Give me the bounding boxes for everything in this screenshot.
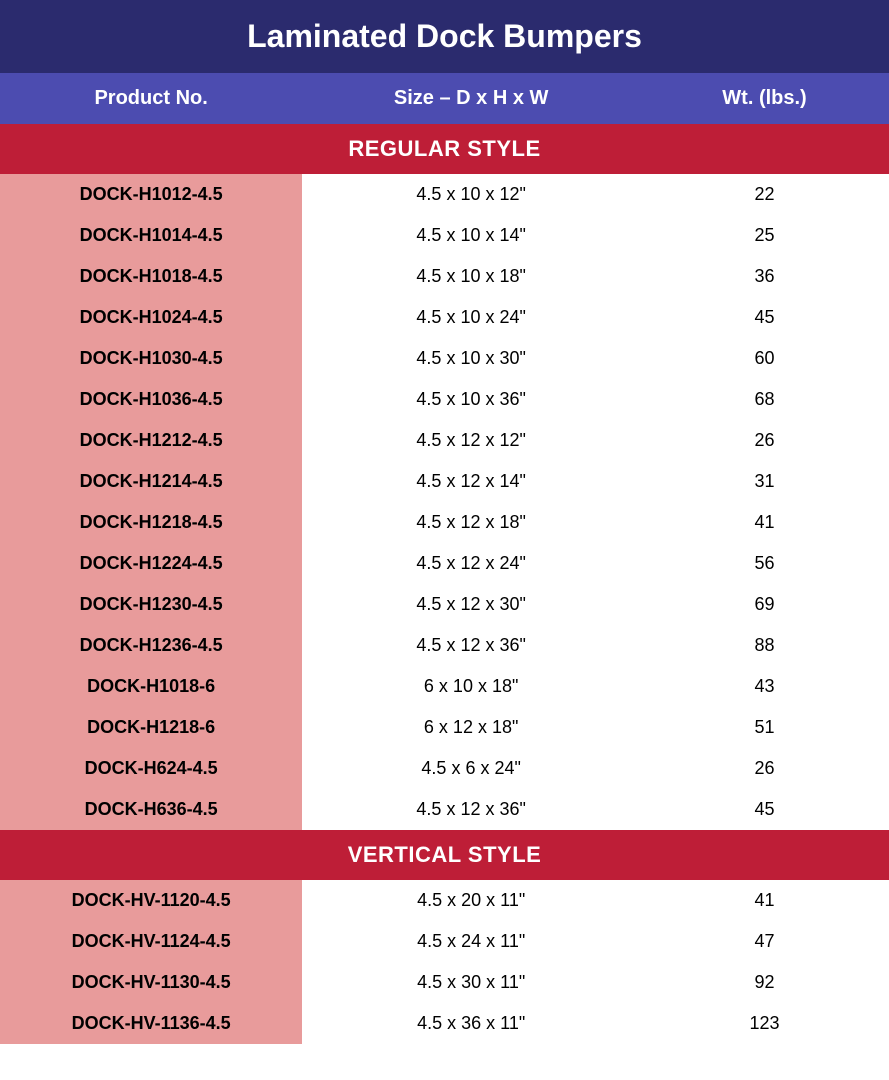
cell-wt: 45: [640, 789, 889, 830]
table-body: REGULAR STYLEDOCK-H1012-4.54.5 x 10 x 12…: [0, 124, 889, 1044]
cell-wt: 25: [640, 215, 889, 256]
cell-size: 4.5 x 24 x 11": [302, 921, 640, 962]
table-row: DOCK-H1018-66 x 10 x 18"43: [0, 666, 889, 707]
cell-size: 4.5 x 30 x 11": [302, 962, 640, 1003]
cell-wt: 123: [640, 1003, 889, 1044]
cell-product: DOCK-H1036-4.5: [0, 379, 302, 420]
table-row: DOCK-H1224-4.54.5 x 12 x 24"56: [0, 543, 889, 584]
cell-size: 4.5 x 12 x 30": [302, 584, 640, 625]
cell-product: DOCK-H1236-4.5: [0, 625, 302, 666]
table-row: DOCK-H1212-4.54.5 x 12 x 12"26: [0, 420, 889, 461]
table-row: DOCK-H1036-4.54.5 x 10 x 36"68: [0, 379, 889, 420]
cell-wt: 36: [640, 256, 889, 297]
cell-wt: 41: [640, 502, 889, 543]
cell-product: DOCK-H1212-4.5: [0, 420, 302, 461]
table-row: DOCK-H1236-4.54.5 x 12 x 36"88: [0, 625, 889, 666]
table-row: DOCK-H1230-4.54.5 x 12 x 30"69: [0, 584, 889, 625]
cell-product: DOCK-H1218-4.5: [0, 502, 302, 543]
table-row: DOCK-H1014-4.54.5 x 10 x 14"25: [0, 215, 889, 256]
cell-size: 4.5 x 20 x 11": [302, 880, 640, 921]
table-header: Product No. Size – D x H x W Wt. (lbs.): [0, 73, 889, 124]
cell-wt: 56: [640, 543, 889, 584]
cell-wt: 51: [640, 707, 889, 748]
table-row: DOCK-H1214-4.54.5 x 12 x 14"31: [0, 461, 889, 502]
cell-size: 4.5 x 12 x 36": [302, 789, 640, 830]
table-row: DOCK-HV-1124-4.54.5 x 24 x 11"47: [0, 921, 889, 962]
table-row: DOCK-H1012-4.54.5 x 10 x 12"22: [0, 174, 889, 215]
cell-product: DOCK-HV-1136-4.5: [0, 1003, 302, 1044]
cell-product: DOCK-H1224-4.5: [0, 543, 302, 584]
cell-wt: 41: [640, 880, 889, 921]
cell-product: DOCK-H1218-6: [0, 707, 302, 748]
table-row: DOCK-HV-1120-4.54.5 x 20 x 11"41: [0, 880, 889, 921]
cell-product: DOCK-H624-4.5: [0, 748, 302, 789]
cell-product: DOCK-H1230-4.5: [0, 584, 302, 625]
cell-size: 4.5 x 10 x 12": [302, 174, 640, 215]
table-row: DOCK-H1018-4.54.5 x 10 x 18"36: [0, 256, 889, 297]
cell-wt: 22: [640, 174, 889, 215]
cell-size: 4.5 x 10 x 30": [302, 338, 640, 379]
cell-size: 4.5 x 10 x 24": [302, 297, 640, 338]
cell-size: 6 x 12 x 18": [302, 707, 640, 748]
table-row: DOCK-H624-4.54.5 x 6 x 24"26: [0, 748, 889, 789]
section-rows: DOCK-HV-1120-4.54.5 x 20 x 11"41DOCK-HV-…: [0, 880, 889, 1044]
cell-product: DOCK-H1018-4.5: [0, 256, 302, 297]
cell-size: 4.5 x 10 x 14": [302, 215, 640, 256]
cell-wt: 88: [640, 625, 889, 666]
cell-product: DOCK-H1030-4.5: [0, 338, 302, 379]
cell-size: 4.5 x 6 x 24": [302, 748, 640, 789]
table-row: DOCK-H1030-4.54.5 x 10 x 30"60: [0, 338, 889, 379]
cell-product: DOCK-H1014-4.5: [0, 215, 302, 256]
cell-wt: 26: [640, 420, 889, 461]
cell-wt: 31: [640, 461, 889, 502]
cell-wt: 47: [640, 921, 889, 962]
cell-size: 4.5 x 12 x 12": [302, 420, 640, 461]
table-row: DOCK-HV-1136-4.54.5 x 36 x 11"123: [0, 1003, 889, 1044]
cell-wt: 68: [640, 379, 889, 420]
cell-wt: 92: [640, 962, 889, 1003]
cell-wt: 26: [640, 748, 889, 789]
cell-wt: 60: [640, 338, 889, 379]
cell-product: DOCK-H1214-4.5: [0, 461, 302, 502]
cell-product: DOCK-HV-1120-4.5: [0, 880, 302, 921]
cell-size: 4.5 x 12 x 18": [302, 502, 640, 543]
page-title: Laminated Dock Bumpers: [0, 0, 889, 73]
section-rows: DOCK-H1012-4.54.5 x 10 x 12"22DOCK-H1014…: [0, 174, 889, 830]
section-header: VERTICAL STYLE: [0, 830, 889, 880]
table-row: DOCK-H1218-66 x 12 x 18"51: [0, 707, 889, 748]
cell-wt: 45: [640, 297, 889, 338]
cell-size: 4.5 x 10 x 18": [302, 256, 640, 297]
cell-product: DOCK-H1012-4.5: [0, 174, 302, 215]
cell-size: 4.5 x 36 x 11": [302, 1003, 640, 1044]
header-size: Size – D x H x W: [302, 73, 640, 124]
header-wt: Wt. (lbs.): [640, 73, 889, 124]
cell-product: DOCK-H1024-4.5: [0, 297, 302, 338]
cell-size: 6 x 10 x 18": [302, 666, 640, 707]
cell-wt: 69: [640, 584, 889, 625]
cell-product: DOCK-H1018-6: [0, 666, 302, 707]
cell-product: DOCK-HV-1124-4.5: [0, 921, 302, 962]
cell-wt: 43: [640, 666, 889, 707]
section-header: REGULAR STYLE: [0, 124, 889, 174]
cell-size: 4.5 x 12 x 24": [302, 543, 640, 584]
table-row: DOCK-H636-4.54.5 x 12 x 36"45: [0, 789, 889, 830]
table-row: DOCK-HV-1130-4.54.5 x 30 x 11"92: [0, 962, 889, 1003]
table-row: DOCK-H1024-4.54.5 x 10 x 24"45: [0, 297, 889, 338]
cell-product: DOCK-HV-1130-4.5: [0, 962, 302, 1003]
cell-size: 4.5 x 12 x 14": [302, 461, 640, 502]
cell-size: 4.5 x 10 x 36": [302, 379, 640, 420]
table-row: DOCK-H1218-4.54.5 x 12 x 18"41: [0, 502, 889, 543]
cell-product: DOCK-H636-4.5: [0, 789, 302, 830]
header-product: Product No.: [0, 73, 302, 124]
cell-size: 4.5 x 12 x 36": [302, 625, 640, 666]
